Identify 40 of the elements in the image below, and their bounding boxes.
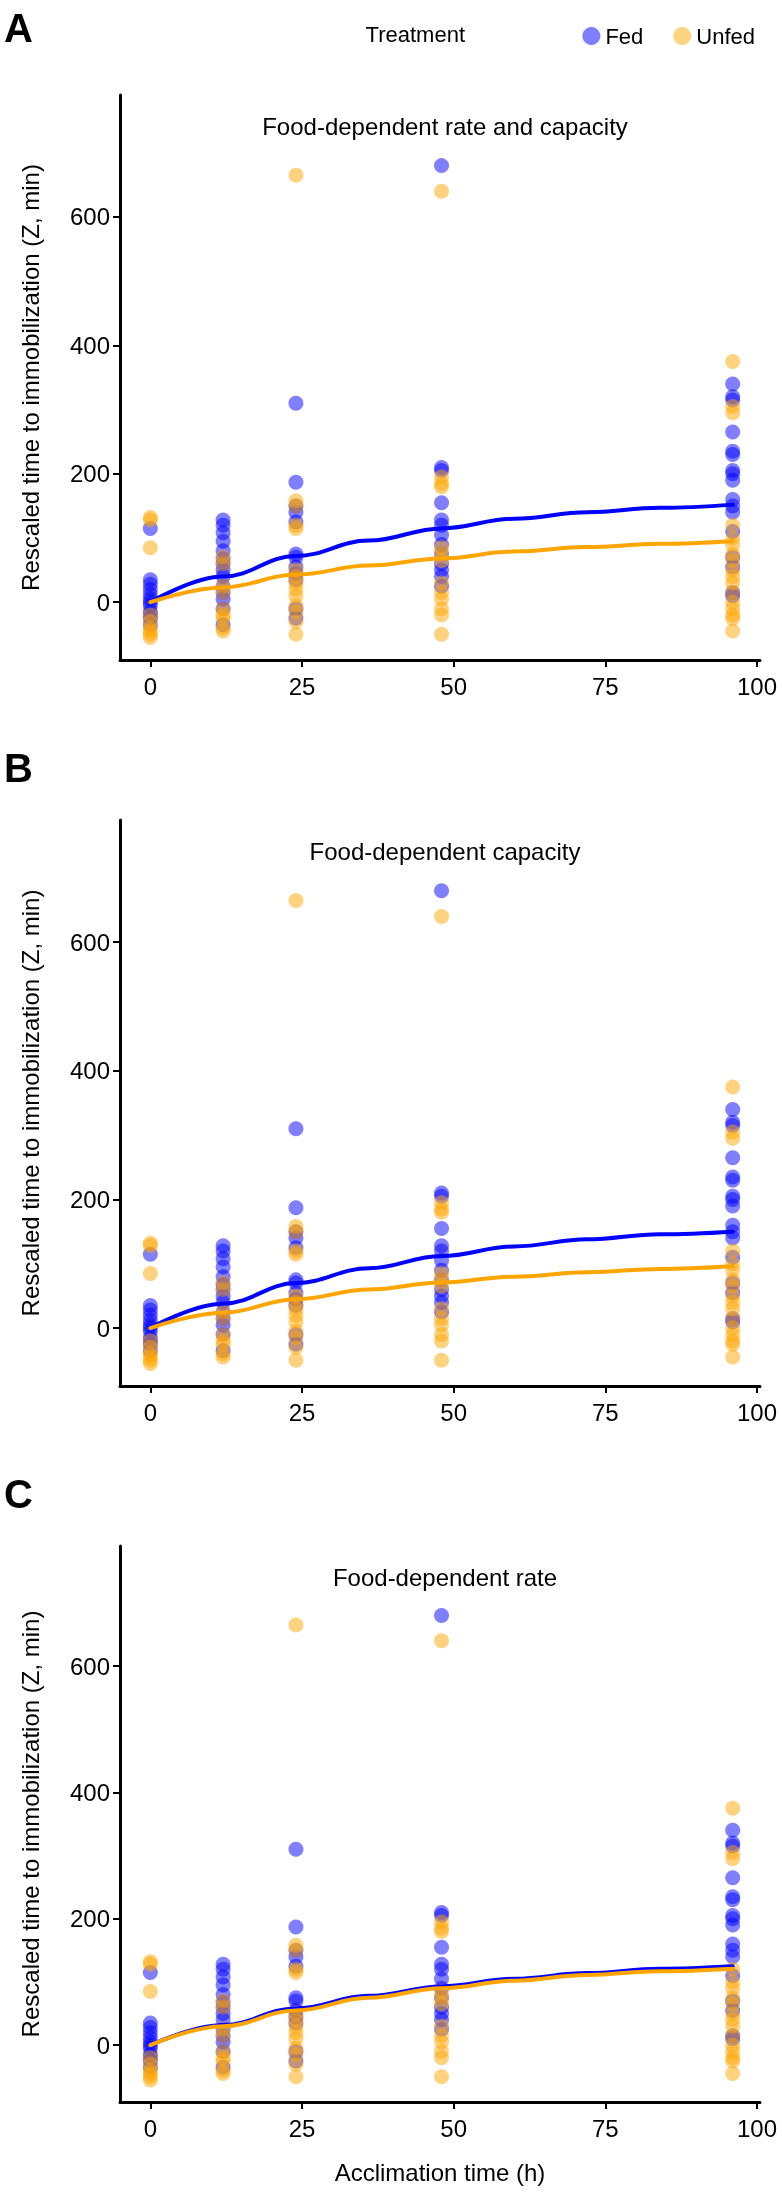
y-tick-label: 400 [69, 1778, 110, 1806]
x-tick-label: 100 [736, 2114, 777, 2142]
y-tick-label: 200 [69, 1905, 110, 1933]
y-tick-label: 600 [69, 928, 110, 956]
text: A [4, 6, 33, 50]
y-tick-label: 0 [96, 2031, 110, 2059]
x-axis-title: Acclimation time (h) [334, 2158, 546, 2186]
text: Food-dependent capacity [309, 837, 581, 865]
y-tick-label: 600 [69, 203, 110, 231]
y-axis-title: Rescaled time to immobilization (Z, min) [16, 164, 44, 591]
x-tick-label: 25 [288, 672, 316, 700]
legend-title: Treatment [365, 21, 466, 47]
x-tick-label: 100 [736, 672, 777, 700]
x-tick-label: 25 [288, 1398, 316, 1426]
text: Food-dependent rate [332, 1563, 558, 1591]
y-tick-label: 0 [96, 1314, 110, 1342]
x-tick-label: 50 [440, 2114, 467, 2142]
legend-label: Fed [605, 23, 644, 49]
y-axis-title: Rescaled time to immobilization (Z, min) [16, 1610, 44, 2038]
legend-label: Unfed [696, 23, 756, 49]
x-tick-label: 0 [143, 2114, 158, 2142]
x-tick-label: 75 [591, 2114, 619, 2142]
y-tick-label: 0 [96, 588, 110, 616]
text: Food-dependent rate and capacity [262, 112, 628, 140]
y-tick-label: 200 [69, 460, 110, 488]
x-tick-label: 100 [736, 1398, 777, 1426]
y-tick-label: 400 [69, 1057, 110, 1085]
y-tick-label: 600 [69, 1652, 110, 1680]
x-tick-label: 50 [440, 1398, 467, 1426]
text: B [4, 746, 33, 790]
y-tick-label: 400 [69, 331, 110, 359]
x-tick-label: 75 [591, 1398, 619, 1426]
x-tick-label: 50 [440, 672, 467, 700]
x-tick-label: 0 [143, 1398, 158, 1426]
x-tick-label: 75 [591, 672, 619, 700]
x-tick-label: 0 [143, 672, 158, 700]
y-tick-label: 200 [69, 1185, 110, 1213]
text: C [4, 1472, 33, 1516]
x-tick-label: 25 [288, 2114, 316, 2142]
y-axis-title: Rescaled time to immobilization (Z, min) [16, 889, 44, 1317]
